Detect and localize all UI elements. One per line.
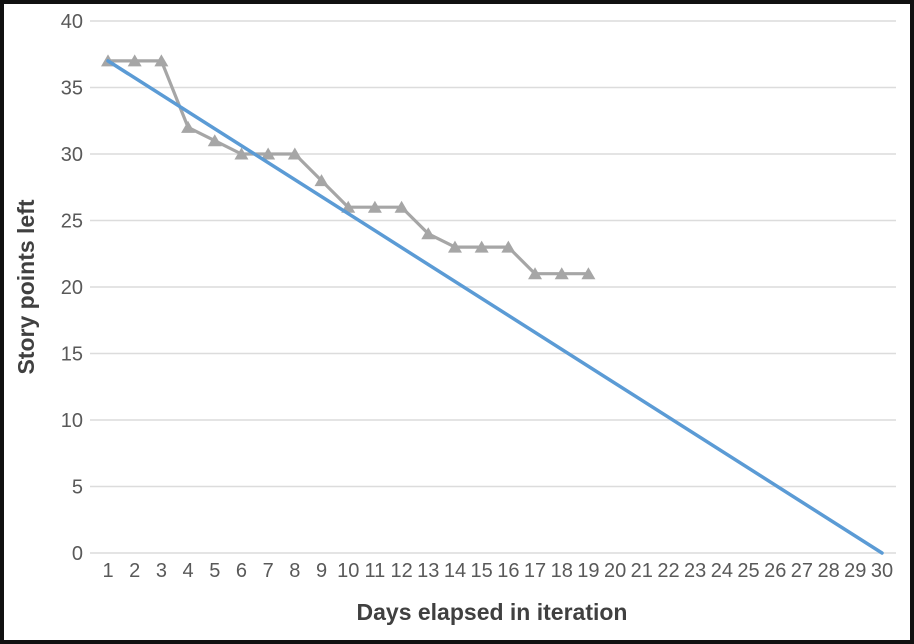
ideal-burndown-line	[106, 59, 884, 555]
x-tick-label: 4	[183, 560, 194, 582]
x-tick-label: 30	[871, 560, 893, 582]
y-tick-label: 25	[61, 211, 83, 233]
actual-burndown-marker	[474, 240, 489, 253]
x-tick-label: 20	[604, 560, 626, 582]
actual-burndown-marker	[528, 267, 543, 280]
actual-burndown-line	[106, 59, 591, 276]
actual-burndown-marker	[234, 147, 249, 160]
y-tick-label: 15	[61, 344, 83, 366]
actual-burndown-marker	[207, 134, 222, 147]
x-tick-label: 24	[711, 560, 733, 582]
x-tick-label: 10	[337, 560, 359, 582]
x-tick-label: 16	[497, 560, 519, 582]
x-tick-label: 13	[417, 560, 439, 582]
y-tick-label: 20	[61, 277, 83, 299]
actual-burndown-marker	[581, 267, 596, 280]
x-tick-label: 18	[551, 560, 573, 582]
x-axis-title: Days elapsed in iteration	[357, 599, 628, 625]
y-tick-label: 10	[61, 410, 83, 432]
actual-burndown-marker	[314, 174, 329, 187]
x-tick-label: 17	[524, 560, 546, 582]
x-tick-label: 27	[791, 560, 813, 582]
x-tick-label: 14	[444, 560, 466, 582]
x-tick-label: 21	[631, 560, 653, 582]
x-tick-label: 12	[390, 560, 412, 582]
actual-burndown-marker	[287, 147, 302, 160]
actual-burndown-marker	[554, 267, 569, 280]
x-tick-label: 11	[365, 560, 386, 582]
y-tick-label: 5	[72, 477, 83, 499]
actual-burndown-marker	[127, 54, 142, 67]
x-tick-label: 19	[577, 560, 599, 582]
x-tick-labels: 1 2 3 4 5 6 7 8 9 10 11 12 13 14 15 16 17 18 19 20 21 22 23 24 2…	[102, 560, 893, 582]
x-tick-label: 5	[209, 560, 220, 582]
x-tick-label: 8	[289, 560, 300, 582]
x-tick-label: 15	[471, 560, 493, 582]
actual-burndown-marker	[501, 240, 516, 253]
actual-burndown-marker	[367, 200, 382, 213]
y-tick-label: 0	[72, 543, 83, 565]
actual-burndown-marker	[261, 147, 276, 160]
y-axis-title: Story points left	[13, 199, 39, 374]
actual-burndown-marker	[181, 120, 196, 133]
y-tick-label: 40	[61, 11, 83, 33]
series-layer	[101, 54, 884, 555]
actual-burndown-marker	[394, 200, 409, 213]
actual-burndown-marker	[447, 240, 462, 253]
y-tick-labels: 0 5 10 15 20 25 30 35 40	[61, 11, 83, 565]
x-tick-label: 1	[102, 560, 113, 582]
x-tick-label: 28	[817, 560, 839, 582]
x-tick-label: 2	[129, 560, 140, 582]
x-tick-label: 3	[156, 560, 167, 582]
x-tick-label: 25	[737, 560, 759, 582]
x-tick-label: 9	[316, 560, 327, 582]
actual-burndown-marker	[154, 54, 169, 67]
y-tick-label: 35	[61, 78, 83, 100]
x-tick-label: 7	[263, 560, 274, 582]
x-tick-label: 29	[844, 560, 866, 582]
y-tick-label: 30	[61, 144, 83, 166]
x-tick-label: 26	[764, 560, 786, 582]
x-tick-label: 22	[657, 560, 679, 582]
actual-burndown-marker	[421, 227, 436, 240]
x-tick-label: 23	[684, 560, 706, 582]
x-tick-label: 6	[236, 560, 247, 582]
gridlines-layer	[90, 20, 896, 554]
